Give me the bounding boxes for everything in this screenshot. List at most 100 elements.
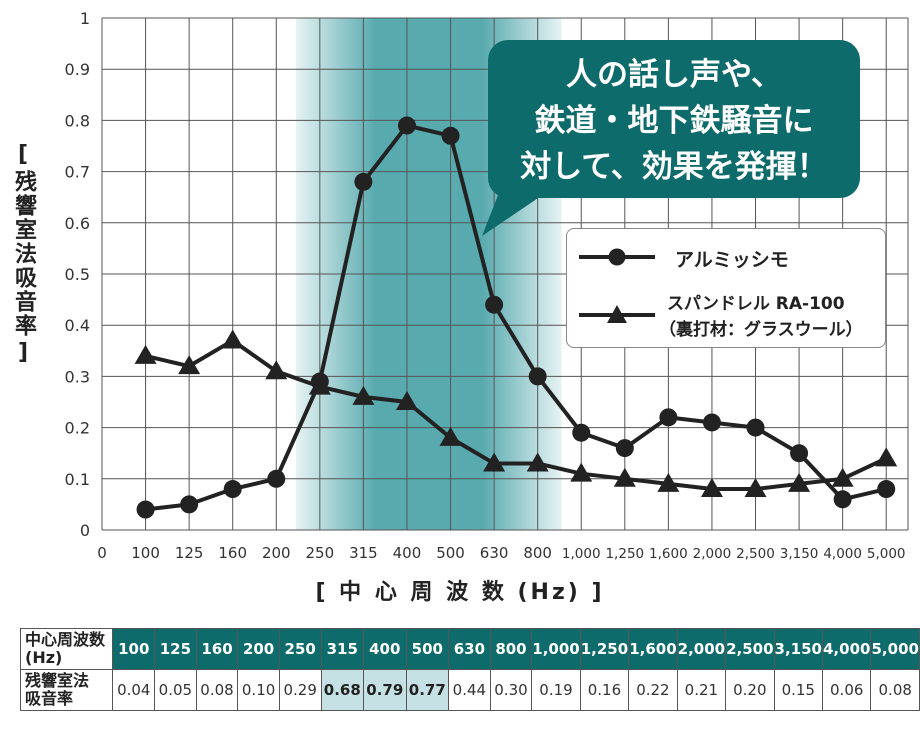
callout-line-3: 対して、効果を発揮！ bbox=[520, 149, 828, 185]
absorption-value-cell: 0.08 bbox=[195, 669, 239, 711]
frequency-header-unit: (Hz) bbox=[25, 648, 63, 667]
absorption-value-cell: 0.77 bbox=[405, 669, 450, 711]
x-tick-label: 0 bbox=[97, 544, 107, 562]
series-2-point bbox=[265, 360, 288, 380]
frequency-cell: 200 bbox=[237, 628, 280, 670]
x-tick-label: 800 bbox=[523, 544, 552, 562]
absorption-value-cell: 0.44 bbox=[448, 669, 491, 711]
series-1-point bbox=[223, 480, 242, 499]
y-tick-label: 0.7 bbox=[65, 163, 90, 182]
series-2-point bbox=[875, 447, 898, 467]
absorption-header-cell: 残響室法 吸音率 bbox=[19, 669, 114, 711]
data-table: 中心周波数 (Hz) 100 125 160 200 250 315 400 500 630 80… bbox=[19, 628, 920, 711]
x-tick-label: 1,600 bbox=[649, 546, 688, 562]
y-tick-label: 0 bbox=[80, 521, 90, 540]
y-tick-label: 1 bbox=[80, 9, 90, 28]
absorption-value-cell: 0.20 bbox=[725, 669, 775, 711]
series-1-point bbox=[397, 116, 416, 135]
series-1-point bbox=[572, 423, 591, 442]
series-2-point bbox=[700, 478, 723, 498]
absorption-value-cell: 0.04 bbox=[112, 669, 156, 711]
series-1-point bbox=[180, 495, 199, 514]
frequency-cell: 1,000 bbox=[531, 628, 581, 670]
x-axis-title: [ 中 心 周 波 数 (Hz) ] bbox=[315, 580, 605, 605]
series-1-point bbox=[267, 469, 286, 488]
x-tick-label: 5,000 bbox=[867, 546, 906, 562]
frequency-cell: 160 bbox=[195, 628, 239, 670]
absorption-value-cell: 0.22 bbox=[628, 669, 678, 711]
y-tick-label: 0.6 bbox=[65, 214, 90, 233]
x-tick-label: 125 bbox=[175, 544, 204, 562]
absorption-value-cell: 0.21 bbox=[676, 669, 727, 711]
absorption-value-cell: 0.05 bbox=[154, 669, 197, 711]
frequency-header-label: 中心周波数 bbox=[25, 630, 106, 649]
series-2-point bbox=[178, 355, 201, 375]
y-tick-label: 0.9 bbox=[65, 60, 90, 79]
frequency-cell: 3,150 bbox=[773, 628, 824, 670]
series-1-point bbox=[528, 367, 547, 386]
callout-line-2: 鉄道・地下鉄騒音に bbox=[534, 103, 814, 139]
x-tick-label: 1,000 bbox=[562, 546, 601, 562]
frequency-cell: 630 bbox=[448, 628, 491, 670]
x-tick-label: 630 bbox=[480, 544, 509, 562]
y-tick-label: 0.8 bbox=[65, 111, 90, 130]
absorption-row: 残響室法 吸音率 0.04 0.05 0.08 0.10 0.29 0.68 0.79 0.7… bbox=[19, 669, 920, 711]
x-tick-label: 160 bbox=[218, 544, 247, 562]
frequency-cell: 1,250 bbox=[579, 628, 630, 670]
absorption-header-label-1: 残響室法 bbox=[25, 671, 90, 690]
frequency-cell: 4,000 bbox=[821, 628, 872, 670]
x-tick-label: 1,250 bbox=[605, 546, 644, 562]
y-tick-label: 0.3 bbox=[65, 367, 90, 386]
absorption-header-label-2: 吸音率 bbox=[25, 689, 74, 708]
absorption-value-cell: 0.10 bbox=[237, 669, 280, 711]
series-1-point bbox=[659, 408, 678, 427]
legend-markers bbox=[579, 248, 655, 323]
legend-label-series-1: アルミッシモ bbox=[675, 249, 789, 271]
frequency-cell: 100 bbox=[112, 628, 156, 670]
series-2-point bbox=[439, 426, 462, 446]
legend-label-series-2: スパンドレル RA-100 bbox=[667, 294, 845, 314]
x-tick-label: 315 bbox=[349, 544, 378, 562]
series-2-point bbox=[831, 467, 854, 487]
absorption-value-cell: 0.06 bbox=[821, 669, 872, 711]
absorption-value-cell: 0.15 bbox=[773, 669, 824, 711]
series-2-point bbox=[613, 467, 636, 487]
absorption-value-cell: 0.19 bbox=[531, 669, 581, 711]
y-tick-label: 0.1 bbox=[65, 470, 90, 489]
y-tick-label: 0.5 bbox=[65, 265, 90, 284]
series-1-point bbox=[615, 439, 634, 458]
frequency-cell: 2,000 bbox=[676, 628, 727, 670]
frequency-cell: 125 bbox=[154, 628, 197, 670]
series-2-point bbox=[570, 462, 593, 482]
y-tick-label: 0.4 bbox=[65, 316, 90, 335]
x-tick-label: 250 bbox=[306, 544, 335, 562]
series-1-point bbox=[485, 295, 504, 314]
absorption-value-cell: 0.30 bbox=[489, 669, 533, 711]
x-tick-label: 400 bbox=[393, 544, 422, 562]
frequency-cell: 500 bbox=[405, 628, 450, 670]
series-1-point bbox=[354, 172, 373, 191]
frequency-cell: 1,600 bbox=[628, 628, 678, 670]
x-tick-label: 4,000 bbox=[823, 546, 862, 562]
absorption-value-cell: 0.68 bbox=[320, 669, 365, 711]
series-2-point bbox=[221, 329, 244, 349]
series-2-point bbox=[352, 385, 375, 405]
x-tick-label: 2,000 bbox=[693, 546, 732, 562]
series-line-2 bbox=[145, 338, 888, 492]
legend-triangle-marker bbox=[607, 305, 627, 323]
absorption-value-cell: 0.08 bbox=[870, 669, 920, 711]
legend-label-series-2-sub: （裏打材：グラスウール） bbox=[659, 320, 863, 340]
series-2-point bbox=[483, 452, 506, 472]
series-1-point bbox=[790, 444, 809, 463]
x-tick-label: 3,150 bbox=[780, 546, 819, 562]
series-1-point bbox=[833, 490, 852, 509]
x-tick-label: 500 bbox=[436, 544, 465, 562]
series-1-point bbox=[441, 126, 460, 145]
callout-line-1: 人の話し声や、 bbox=[565, 57, 783, 93]
series-2-point bbox=[657, 472, 680, 492]
series-2-point bbox=[526, 452, 549, 472]
x-tick-label: 100 bbox=[131, 544, 160, 562]
x-tick-label: 200 bbox=[262, 544, 291, 562]
frequency-cell: 250 bbox=[278, 628, 322, 670]
series-2-point bbox=[744, 478, 767, 498]
